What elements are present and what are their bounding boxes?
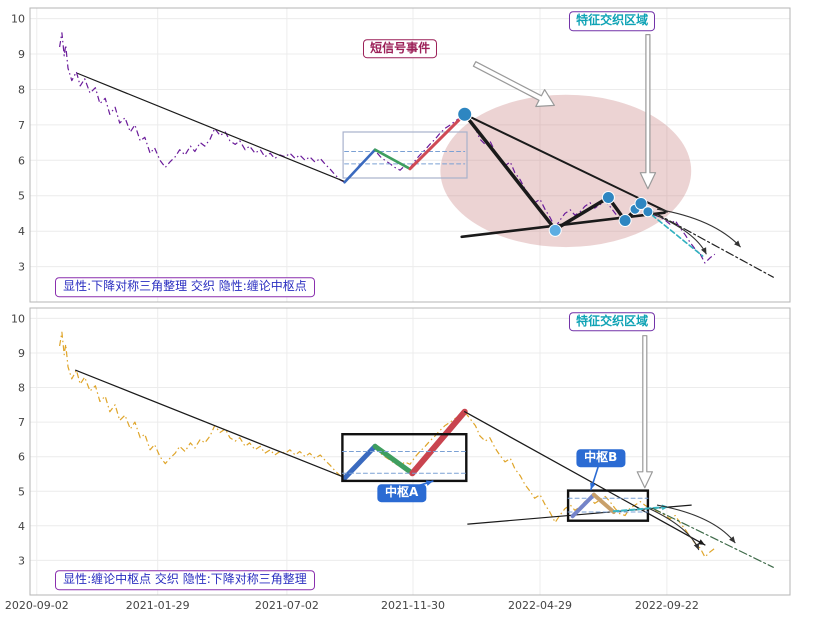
arrowhead (701, 247, 707, 255)
x-tick-label: 2022-09-22 (635, 599, 699, 612)
left-trendline (77, 72, 346, 183)
feature-region-arrow (639, 33, 657, 190)
y-tick-label: 8 (18, 84, 25, 97)
y-tick-label: 4 (18, 520, 25, 533)
x-tick-label: 2022-04-29 (508, 599, 572, 612)
fan-curve-1 (656, 504, 736, 544)
apex-projection (641, 205, 774, 278)
plot-border (29, 7, 791, 303)
stroke-b-down (591, 492, 616, 514)
fan-curve-2 (649, 508, 700, 551)
y-tick-label: 9 (18, 347, 25, 360)
y-tick-label: 6 (18, 451, 25, 464)
triangle-lower-edge (460, 211, 666, 239)
arrowhead (590, 482, 596, 490)
feature-region-arrow (636, 335, 654, 489)
short-signal-arrow (472, 61, 556, 108)
apex-projection (652, 508, 774, 568)
pivot-box-b (566, 489, 650, 522)
stroke-b-up (570, 492, 596, 519)
feature-region-label-bottom: 特征交织区域 (569, 312, 656, 332)
arrowhead (734, 240, 741, 248)
signal-dot (634, 197, 648, 210)
y-tick-label: 6 (18, 154, 25, 167)
short-signal-label: 短信号事件 (363, 38, 438, 59)
pivot-box-outline (342, 131, 468, 179)
x-tick-label: 2020-09-02 (5, 599, 69, 612)
arrowhead (693, 543, 699, 550)
plot-border (29, 307, 791, 596)
teal-exit-dash (644, 209, 704, 257)
y-tick-label: 7 (18, 119, 25, 132)
y-tick-label: 10 (11, 13, 25, 26)
y-tick-label: 5 (18, 190, 25, 203)
y-tick-label: 9 (18, 48, 25, 61)
feature-region-label-top: 特征交织区域 (569, 11, 656, 31)
x-tick-label: 2021-07-02 (255, 599, 319, 612)
y-tick-label: 8 (18, 382, 25, 395)
y-tick-label: 4 (18, 225, 25, 238)
arrowhead (425, 480, 433, 486)
peak-descent-line (464, 411, 706, 546)
left-trendline (74, 369, 346, 478)
signal-dot (618, 214, 632, 227)
price-line (59, 32, 716, 264)
fan-curve-1 (656, 208, 742, 248)
triangle-upper-edge (463, 113, 668, 213)
stroke-down-1 (373, 148, 412, 171)
pivot-box-a (341, 433, 468, 483)
stroke-b-exit (612, 505, 670, 513)
pivot-b-label: 中枢B (576, 449, 626, 468)
signal-dot (548, 223, 562, 237)
stroke-up-2 (409, 408, 468, 477)
arrowhead (697, 539, 705, 545)
signal-dot (457, 106, 473, 122)
y-tick-label: 10 (11, 312, 25, 325)
y-tick-label: 3 (18, 554, 25, 567)
y-tick-label: 3 (18, 261, 25, 274)
x-tick-label: 2021-01-29 (126, 599, 190, 612)
bottom-chart-caption: 显性:缠论中枢点 交织 隐性:下降对称三角整理 (55, 570, 315, 591)
stroke-down-1 (372, 443, 415, 476)
signal-dot (642, 206, 654, 218)
y-tick-label: 7 (18, 416, 25, 429)
y-tick-label: 5 (18, 485, 25, 498)
signal-dot (601, 191, 615, 204)
stroke-up-1 (343, 148, 377, 184)
x-tick-label: 2021-11-30 (381, 599, 445, 612)
stroke-up-2 (408, 112, 467, 171)
top-chart-caption: 显性:下降对称三角整理 交织 隐性:缠论中枢点 (55, 277, 315, 297)
arrowhead (729, 536, 736, 544)
pivot-a-label: 中枢A (376, 484, 427, 502)
